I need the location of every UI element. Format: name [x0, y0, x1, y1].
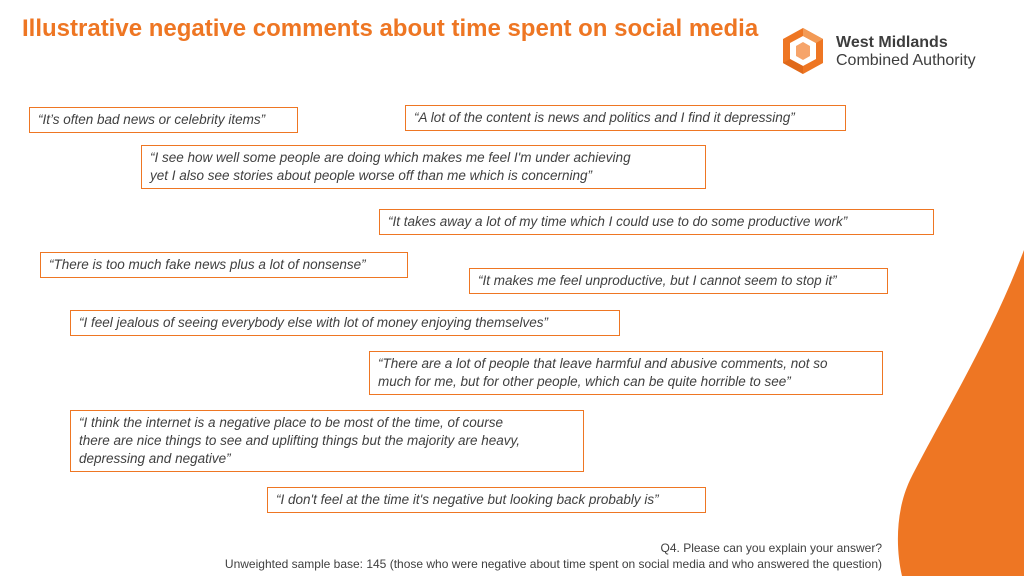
footer-question: Q4. Please can you explain your answer?	[660, 541, 882, 555]
quote-line: depressing and negative”	[79, 451, 231, 466]
logo-wordmark: West Midlands Combined Authority	[836, 34, 976, 70]
quote-line: yet I also see stories about people wors…	[150, 168, 592, 183]
quote-line: much for me, but for other people, which…	[378, 374, 791, 389]
quote-box: “It’s often bad news or celebrity items”	[29, 107, 298, 133]
quote-line: “A lot of the content is news and politi…	[414, 110, 795, 125]
quote-line: “It’s often bad news or celebrity items”	[38, 112, 266, 127]
logo-line-1: West Midlands	[836, 34, 948, 51]
quote-box: “There is too much fake news plus a lot …	[40, 252, 408, 278]
quote-box: “It makes me feel unproductive, but I ca…	[469, 268, 888, 294]
logo-icon	[783, 28, 823, 74]
quote-line: “It makes me feel unproductive, but I ca…	[478, 273, 837, 288]
quote-box: “A lot of the content is news and politi…	[405, 105, 846, 131]
page-title: Illustrative negative comments about tim…	[22, 15, 759, 42]
quote-box: “There are a lot of people that leave ha…	[369, 351, 883, 395]
quote-box: “I feel jealous of seeing everybody else…	[70, 310, 620, 336]
quote-line: “I see how well some people are doing wh…	[150, 150, 631, 165]
quote-box: “I see how well some people are doing wh…	[141, 145, 706, 189]
quote-line: “There are a lot of people that leave ha…	[378, 356, 828, 371]
footer-sample-base: Unweighted sample base: 145 (those who w…	[224, 557, 882, 571]
quote-line: “I feel jealous of seeing everybody else…	[79, 315, 548, 330]
quote-line: “I don't feel at the time it's negative …	[276, 492, 659, 507]
quote-line: there are nice things to see and uplifti…	[79, 433, 521, 448]
quote-box: “I don't feel at the time it's negative …	[267, 487, 706, 513]
footer-note: Q4. Please can you explain your answer? …	[225, 540, 882, 572]
quote-box: “I think the internet is a negative plac…	[70, 410, 584, 472]
quote-box: “It takes away a lot of my time which I …	[379, 209, 934, 235]
wmca-logo: West Midlands Combined Authority	[778, 26, 1008, 76]
logo-line-2: Combined Authority	[836, 52, 976, 69]
decorative-swoosh	[897, 250, 1024, 576]
quote-line: “I think the internet is a negative plac…	[79, 415, 503, 430]
quote-line: “There is too much fake news plus a lot …	[49, 257, 366, 272]
quote-line: “It takes away a lot of my time which I …	[388, 214, 848, 229]
